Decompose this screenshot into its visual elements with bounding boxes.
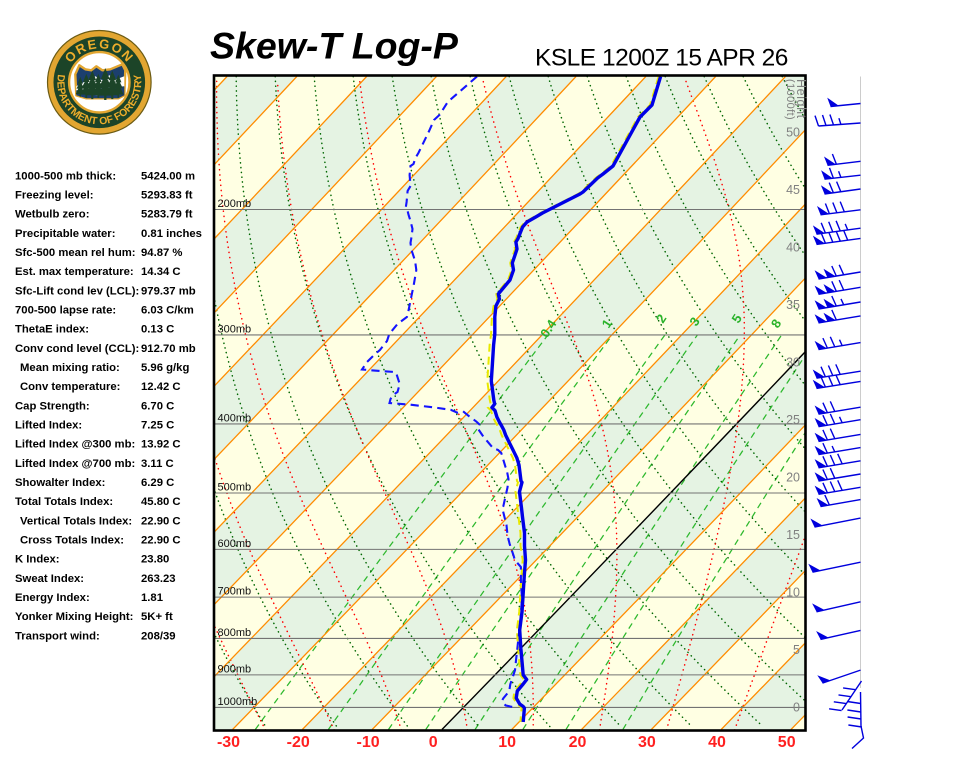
svg-text:50: 50 bbox=[778, 734, 796, 751]
svg-text:Cross Totals Index:: Cross Totals Index: bbox=[20, 535, 124, 547]
svg-text:23.80: 23.80 bbox=[141, 554, 169, 566]
svg-text:1000mb: 1000mb bbox=[218, 696, 258, 708]
svg-text:Lifted Index @300 mb:: Lifted Index @300 mb: bbox=[15, 439, 135, 451]
svg-text:12.42 C: 12.42 C bbox=[141, 381, 181, 393]
svg-text:10: 10 bbox=[498, 734, 516, 751]
svg-text:Wetbulb zero:: Wetbulb zero: bbox=[15, 209, 89, 221]
svg-text:500mb: 500mb bbox=[218, 482, 252, 494]
svg-text:Freezing level:: Freezing level: bbox=[15, 190, 93, 202]
svg-text:800mb: 800mb bbox=[218, 627, 252, 639]
svg-text:45: 45 bbox=[786, 183, 800, 197]
svg-text:5: 5 bbox=[793, 643, 800, 657]
svg-text:Cap Strength:: Cap Strength: bbox=[15, 400, 90, 412]
svg-text:94.87 %: 94.87 % bbox=[141, 247, 182, 259]
svg-text:Precipitable water:: Precipitable water: bbox=[15, 228, 115, 240]
svg-text:6.03 C/km: 6.03 C/km bbox=[141, 305, 194, 317]
svg-text:Lifted Index:: Lifted Index: bbox=[15, 420, 82, 432]
svg-text:Yonker Mixing Height:: Yonker Mixing Height: bbox=[15, 611, 133, 623]
svg-text:35: 35 bbox=[786, 298, 800, 312]
svg-text:Transport wind:: Transport wind: bbox=[15, 630, 100, 642]
svg-text:6.29 C: 6.29 C bbox=[141, 477, 174, 489]
svg-text:25: 25 bbox=[786, 413, 800, 427]
svg-text:208/39: 208/39 bbox=[141, 630, 176, 642]
svg-text:Total Totals Index:: Total Totals Index: bbox=[15, 496, 113, 508]
svg-text:Sfc-Lift cond lev (LCL):: Sfc-Lift cond lev (LCL): bbox=[15, 285, 139, 297]
svg-text:20: 20 bbox=[569, 734, 587, 751]
svg-text:Conv cond level (CCL):: Conv cond level (CCL): bbox=[15, 343, 139, 355]
svg-text:40: 40 bbox=[708, 734, 726, 751]
svg-text:0.13 C: 0.13 C bbox=[141, 324, 174, 336]
svg-text:KSLE 1200Z 15 APR 26: KSLE 1200Z 15 APR 26 bbox=[535, 45, 788, 72]
svg-text:Conv temperature:: Conv temperature: bbox=[20, 381, 120, 393]
svg-text:14.34 C: 14.34 C bbox=[141, 266, 181, 278]
svg-text:7.25 C: 7.25 C bbox=[141, 420, 174, 432]
svg-text:50: 50 bbox=[786, 126, 800, 140]
svg-text:-10: -10 bbox=[357, 734, 380, 751]
svg-text:1.81: 1.81 bbox=[141, 592, 163, 604]
svg-text:300mb: 300mb bbox=[218, 324, 252, 336]
svg-text:Sweat Index:: Sweat Index: bbox=[15, 573, 84, 585]
svg-text:22.90 C: 22.90 C bbox=[141, 535, 181, 547]
svg-text:15: 15 bbox=[786, 528, 800, 542]
svg-text:0: 0 bbox=[793, 701, 800, 715]
svg-text:5.96 g/kg: 5.96 g/kg bbox=[141, 362, 189, 374]
svg-text:0: 0 bbox=[429, 734, 438, 751]
svg-text:5424.00 m: 5424.00 m bbox=[141, 170, 195, 182]
svg-text:40: 40 bbox=[786, 241, 800, 255]
svg-text:45.80 C: 45.80 C bbox=[141, 496, 181, 508]
svg-text:700mb: 700mb bbox=[218, 586, 252, 598]
svg-text:1000-500 mb thick:: 1000-500 mb thick: bbox=[15, 170, 116, 182]
svg-text:6.70 C: 6.70 C bbox=[141, 400, 174, 412]
svg-text:Showalter Index:: Showalter Index: bbox=[15, 477, 105, 489]
svg-text:Skew-T Log-P: Skew-T Log-P bbox=[210, 25, 459, 67]
svg-text:30: 30 bbox=[638, 734, 656, 751]
svg-text:22.90 C: 22.90 C bbox=[141, 515, 181, 527]
svg-text:3.11 C: 3.11 C bbox=[141, 458, 174, 470]
svg-text:5283.79 ft: 5283.79 ft bbox=[141, 209, 193, 221]
svg-text:13.92 C: 13.92 C bbox=[141, 439, 181, 451]
svg-text:10: 10 bbox=[786, 586, 800, 600]
svg-text:912.70 mb: 912.70 mb bbox=[141, 343, 196, 355]
svg-text:900mb: 900mb bbox=[218, 663, 252, 675]
svg-text:ThetaE index:: ThetaE index: bbox=[15, 324, 89, 336]
svg-text:30: 30 bbox=[786, 356, 800, 370]
svg-text:20: 20 bbox=[786, 471, 800, 485]
svg-text:400mb: 400mb bbox=[218, 413, 252, 425]
svg-text:Height: Height bbox=[794, 79, 808, 119]
svg-text:-30: -30 bbox=[217, 734, 240, 751]
svg-text:600mb: 600mb bbox=[218, 538, 252, 550]
svg-text:700-500 lapse rate:: 700-500 lapse rate: bbox=[15, 305, 116, 317]
svg-text:Sfc-500 mean rel hum:: Sfc-500 mean rel hum: bbox=[15, 247, 136, 259]
svg-text:979.37 mb: 979.37 mb bbox=[141, 285, 196, 297]
svg-text:Vertical Totals Index:: Vertical Totals Index: bbox=[20, 515, 132, 527]
svg-text:5K+ ft: 5K+ ft bbox=[141, 611, 173, 623]
svg-text:263.23: 263.23 bbox=[141, 573, 176, 585]
svg-text:Energy Index:: Energy Index: bbox=[15, 592, 90, 604]
svg-text:(1000ft): (1000ft) bbox=[784, 79, 796, 120]
svg-text:Est. max temperature:: Est. max temperature: bbox=[15, 266, 134, 278]
svg-text:K Index:: K Index: bbox=[15, 554, 60, 566]
svg-text:0.81 inches: 0.81 inches bbox=[141, 228, 202, 240]
svg-text:5293.83 ft: 5293.83 ft bbox=[141, 190, 193, 202]
svg-text:Lifted Index @700 mb:: Lifted Index @700 mb: bbox=[15, 458, 135, 470]
svg-text:200mb: 200mb bbox=[218, 198, 252, 210]
svg-text:Mean mixing ratio:: Mean mixing ratio: bbox=[20, 362, 120, 374]
svg-text:-20: -20 bbox=[287, 734, 310, 751]
